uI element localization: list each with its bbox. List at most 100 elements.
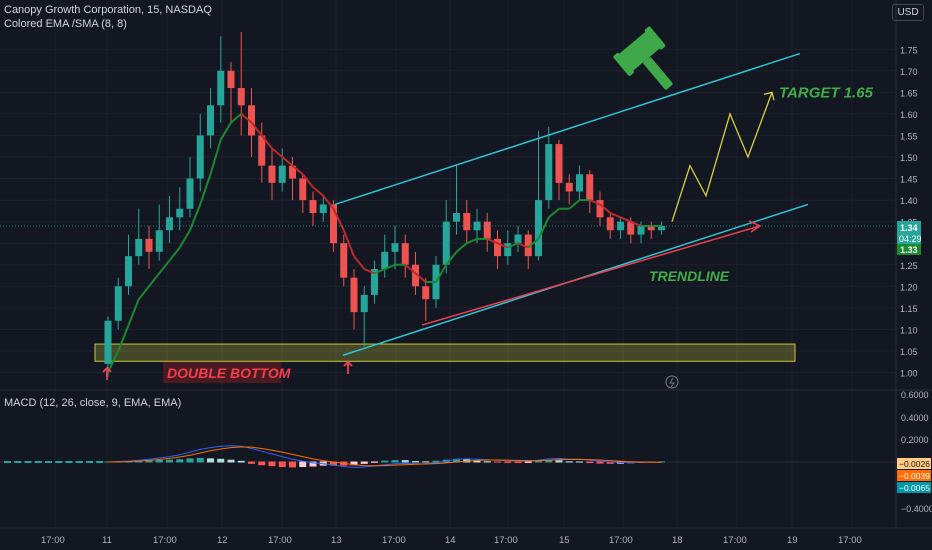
candle-body <box>514 234 522 244</box>
ema-segment <box>332 208 345 231</box>
macd-axis[interactable]: 0.6000 0.4000 0.2000 −0.4000 −0.0026 −0.0039 −… <box>897 390 932 514</box>
ema-value: 1.33 <box>900 245 918 255</box>
candle-body <box>289 165 296 179</box>
price-tick: 1.25 <box>900 261 918 271</box>
candle-body <box>217 70 225 106</box>
target-label: TARGET 1.65 <box>779 84 874 101</box>
current-price-badge <box>897 221 921 233</box>
ema-segment <box>127 298 140 326</box>
macd-legend[interactable]: MACD (12, 26, close, 9, EMA, EMA) <box>4 397 182 409</box>
price-tick: 1.00 <box>900 369 918 379</box>
candle-body <box>494 238 501 257</box>
ema-segment <box>107 350 120 373</box>
candle-body <box>330 204 337 244</box>
time-tick: 14 <box>445 535 456 546</box>
countdown-badge <box>897 233 921 244</box>
candle-body <box>227 70 235 89</box>
ema-segment <box>445 251 458 266</box>
macd-histogram-bar <box>565 461 573 463</box>
candle-body <box>135 238 143 257</box>
gavel-handle <box>643 57 673 90</box>
target-arrowhead <box>763 91 775 101</box>
ema-segment <box>466 237 478 245</box>
ema-segment <box>620 216 632 223</box>
macd-histogram-bar <box>299 461 307 467</box>
candle-body <box>637 225 645 235</box>
candle-body <box>155 230 163 252</box>
macd-histogram-bar <box>227 459 235 463</box>
macd-histogram-bar <box>248 461 255 464</box>
bottom-marker-arrowhead <box>343 360 353 367</box>
macd-histogram-bar <box>535 461 542 463</box>
ema-segment <box>435 264 448 283</box>
ema-segment <box>322 195 335 210</box>
macd-histogram-bar <box>34 461 42 463</box>
candle-body <box>422 286 430 300</box>
price-axis[interactable]: 1.751.701.651.601.551.501.451.401.351.30… <box>897 45 922 379</box>
macd-histogram-bar <box>555 460 563 463</box>
indicator-legend[interactable]: Colored EMA /SMA (8, 8) <box>4 18 127 30</box>
time-tick: 17:00 <box>153 535 177 546</box>
ema-segment <box>158 259 171 274</box>
macd-tick: 0.4000 <box>901 413 929 423</box>
candle-body <box>576 174 583 192</box>
macd-histogram-bar <box>309 461 317 467</box>
macd-histogram-bar <box>371 461 378 463</box>
candle-body <box>360 294 368 313</box>
countdown-value: 04:29 <box>899 234 922 244</box>
symbol-title[interactable]: Canopy Growth Corporation, 15, NASDAQ <box>4 4 212 16</box>
ema-line <box>107 113 662 373</box>
ema-segment <box>148 272 161 287</box>
macd-histogram-bar <box>145 460 153 463</box>
candle-body <box>237 88 245 106</box>
ema-segment <box>178 229 191 249</box>
candle-body <box>658 225 665 231</box>
grid <box>0 0 932 529</box>
candle-body <box>442 221 450 265</box>
macd-histogram-bar <box>494 461 501 463</box>
price-tick: 1.40 <box>900 196 918 206</box>
macd-histogram-bar <box>432 460 440 463</box>
candle-body <box>483 221 491 239</box>
candle-body <box>555 144 563 183</box>
candle-body <box>268 165 276 183</box>
candle-body <box>196 135 204 179</box>
macd-value: −0.0039 <box>899 471 930 481</box>
candle-body <box>401 243 409 265</box>
macd-histogram-bar <box>473 460 481 463</box>
time-axis[interactable]: 17:00 11 17:00 12 17:00 13 17:00 14 17:00 15 17:00… <box>41 535 862 546</box>
ema-segment <box>527 238 540 249</box>
macd-histogram-bar <box>96 461 104 463</box>
time-tick: 17:00 <box>494 535 518 546</box>
time-tick: 17:00 <box>609 535 633 546</box>
candle-body <box>299 178 307 201</box>
ema-segment <box>219 122 232 141</box>
macd-histogram-bar <box>186 458 194 463</box>
support-zone <box>94 343 796 362</box>
currency-button[interactable]: USD <box>892 4 924 21</box>
trendline-label: TRENDLINE <box>649 268 730 284</box>
macd-histogram-bar <box>155 459 163 463</box>
ema-segment <box>260 134 273 150</box>
macd-histogram-bar <box>75 461 83 463</box>
time-tick: 17:00 <box>838 535 862 546</box>
price-tick: 1.15 <box>900 304 918 314</box>
candle-body <box>207 105 214 136</box>
price-tick: 1.70 <box>900 67 918 77</box>
candle-body <box>617 221 624 231</box>
candle-body <box>319 204 327 214</box>
candle-body <box>586 174 594 201</box>
ema-segment <box>353 255 366 270</box>
macd-histogram-bar <box>524 461 532 463</box>
candle-body <box>535 200 542 257</box>
signal-line <box>107 446 662 467</box>
current-price-value: 1.34 <box>900 223 918 233</box>
ema-segment <box>117 324 130 352</box>
double-bottom-box <box>163 362 281 383</box>
candle-body <box>278 165 286 183</box>
macd-pane <box>0 445 896 468</box>
ema-segment <box>137 285 150 300</box>
price-tick: 1.10 <box>900 325 918 335</box>
candlestick-series <box>104 32 665 377</box>
